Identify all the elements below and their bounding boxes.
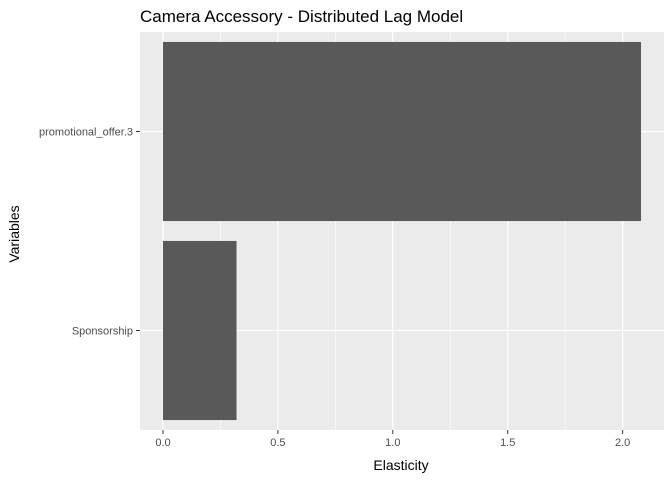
- y-tick-label: Sponsorship: [72, 326, 133, 338]
- x-tick-label: 1.0: [385, 437, 400, 449]
- y-axis-title: Variables: [6, 205, 22, 262]
- x-tick-label: 0.5: [270, 437, 285, 449]
- bar-promotional-offer-3: [162, 41, 642, 222]
- x-axis: 0.0 0.5 1.0 1.5 2.0: [155, 430, 630, 449]
- x-tick-label: 0.0: [155, 437, 170, 449]
- x-axis-title: Elasticity: [373, 457, 428, 473]
- bar-sponsorship: [162, 240, 237, 421]
- x-tick-label: 2.0: [615, 437, 630, 449]
- y-axis: promotional_offer.3 Sponsorship: [39, 127, 140, 338]
- bars: [162, 41, 642, 421]
- y-tick-label: promotional_offer.3: [39, 127, 133, 139]
- chart-title: Camera Accessory - Distributed Lag Model: [140, 7, 463, 26]
- x-tick-label: 1.5: [500, 437, 515, 449]
